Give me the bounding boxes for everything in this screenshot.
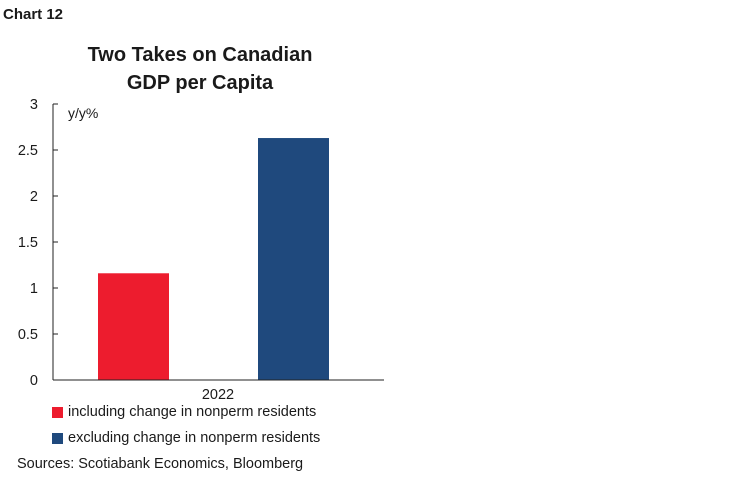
- y-tick-label: 1.5: [18, 235, 38, 251]
- y-tick-label: 1: [30, 281, 38, 297]
- y-axis: 0 0.5 1 1.5 2 2.5 3: [18, 97, 58, 389]
- chart-title-line-2: GDP per Capita: [126, 72, 274, 94]
- y-tick-label: 0: [30, 373, 38, 389]
- legend-item-excluding: excluding change in nonperm residents: [52, 430, 320, 446]
- bar-including-nonperm: [98, 273, 169, 380]
- y-tick-label: 2.5: [18, 143, 38, 159]
- bar-excluding-nonperm: [258, 138, 329, 380]
- y-tick-label: 2: [30, 189, 38, 205]
- legend-label-excluding: excluding change in nonperm residents: [68, 430, 321, 446]
- legend-label-including: including change in nonperm residents: [68, 404, 317, 420]
- chart-label: Chart 12: [3, 6, 64, 23]
- chart-title-line-1: Two Takes on Canadian: [87, 44, 313, 66]
- y-tick-label: 0.5: [18, 327, 38, 343]
- x-tick-label-2022: 2022: [202, 387, 234, 403]
- legend-item-including: including change in nonperm residents: [52, 404, 316, 420]
- bars: [98, 138, 329, 380]
- source-note: Sources: Scotiabank Economics, Bloomberg: [17, 456, 304, 472]
- legend-swatch-including: [52, 406, 63, 418]
- y-tick-label: 3: [30, 97, 38, 113]
- y-axis-label: y/y%: [68, 105, 98, 121]
- legend-swatch-excluding: [52, 432, 63, 444]
